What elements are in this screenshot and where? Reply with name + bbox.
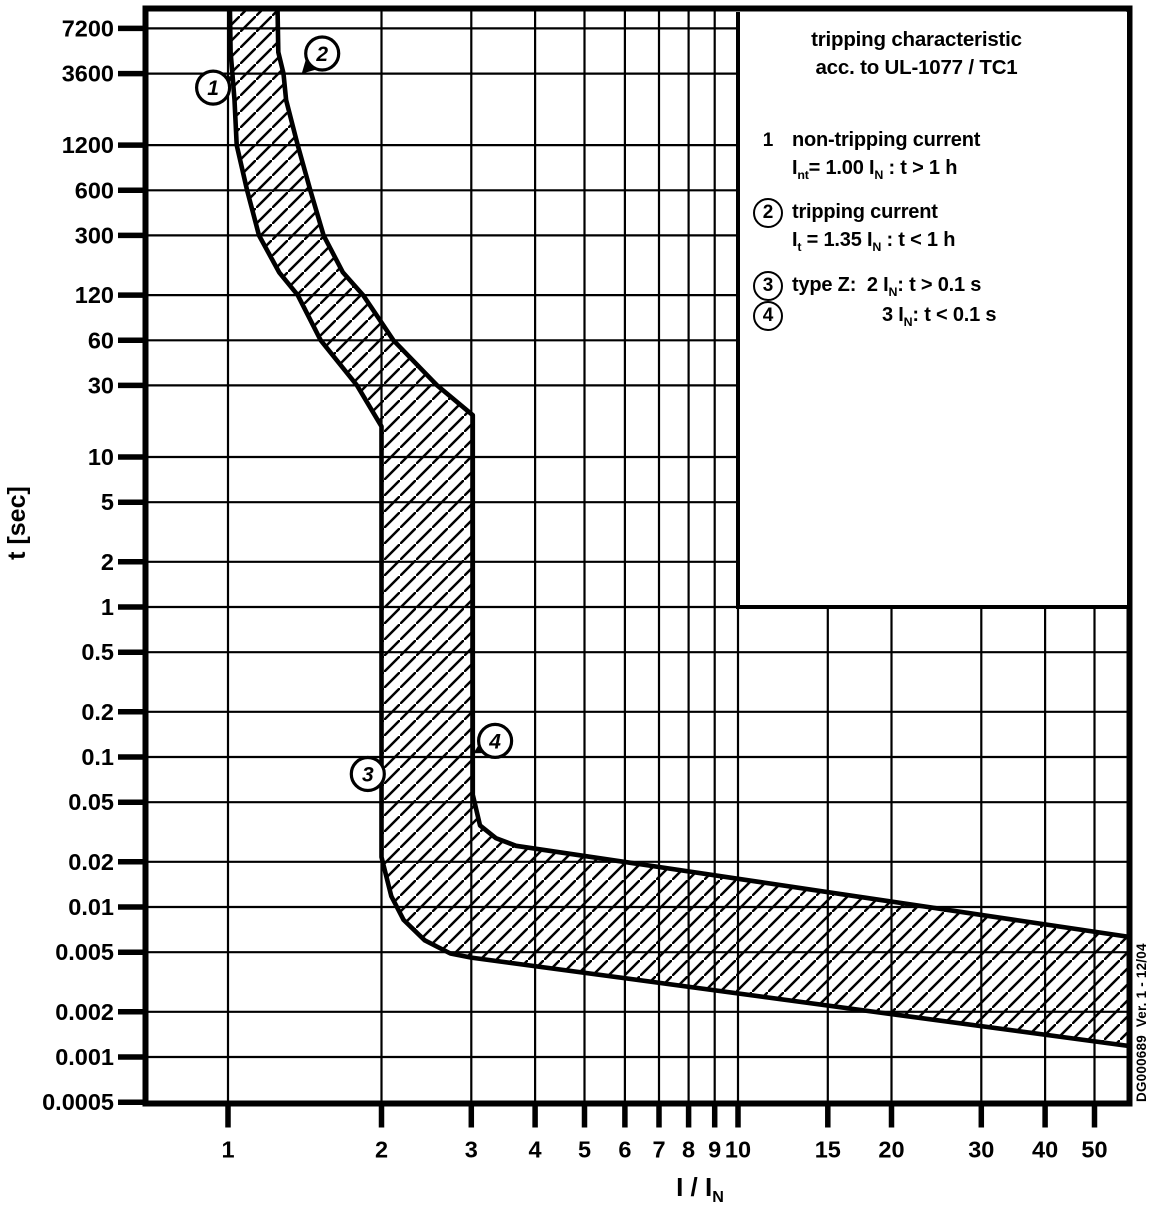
y-tick-label: 30: [88, 372, 114, 398]
legend-item-4-number: 4: [753, 301, 783, 331]
legend-item-2-line1: tripping current: [792, 201, 938, 223]
legend-item-4-line1: 3 IN: t < 0.1 s: [882, 304, 997, 329]
y-tick-label: 1200: [62, 132, 114, 158]
legend-item-2-number: 2: [753, 198, 783, 228]
legend-item-1: 1 non-tripping current Int= 1.00 IN : t …: [753, 126, 981, 182]
legend-item-1-line2: Int= 1.00 IN : t > 1 h: [792, 157, 958, 182]
y-tick-label: 120: [75, 282, 114, 308]
x-tick-label: 20: [878, 1137, 904, 1163]
y-tick-label: 0.01: [68, 894, 114, 920]
legend-title: tripping characteristic acc. to UL-1077 …: [740, 26, 1127, 82]
y-tick-label: 0.005: [55, 939, 114, 965]
x-tick-label: 40: [1032, 1137, 1058, 1163]
y-tick-label: 60: [88, 327, 114, 353]
y-tick-label: 0.02: [68, 849, 114, 875]
legend-title-line2: acc. to UL-1077 / TC1: [815, 56, 1018, 79]
legend-item-3: 3 type Z: 2 IN: t > 0.1 s: [753, 271, 981, 301]
legend-title-line1: tripping characteristic: [811, 28, 1022, 51]
y-axis-title: t [sec]: [3, 486, 31, 560]
x-tick-label: 30: [968, 1137, 994, 1163]
x-tick-label: 1: [221, 1137, 234, 1163]
legend-box: tripping characteristic acc. to UL-1077 …: [736, 12, 1127, 609]
x-tick-label: 3: [465, 1137, 478, 1163]
legend-item-2: 2 tripping current It = 1.35 IN : t < 1 …: [753, 198, 955, 254]
x-tick-label: 8: [682, 1137, 695, 1163]
y-tick-label: 3600: [62, 61, 114, 87]
annotation-circle-3: [349, 755, 386, 793]
legend-item-3-line1: type Z: 2 IN: t > 0.1 s: [792, 274, 982, 299]
x-tick-label: 5: [578, 1137, 591, 1163]
y-tick-label: 0.1: [81, 744, 114, 770]
annotation-circle-1: [195, 69, 232, 106]
legend-item-3-number: 3: [753, 271, 783, 301]
x-tick-label: 9: [708, 1137, 721, 1163]
annotation-number-1: 1: [207, 77, 219, 100]
y-tick-label: 0.001: [55, 1044, 114, 1070]
y-tick-label: 1: [101, 594, 114, 620]
legend-item-4: 4 3 IN: t < 0.1 s: [753, 301, 997, 331]
y-tick-label: 0.05: [68, 789, 114, 815]
plot-frame: [142, 5, 1133, 1107]
y-tick-label: 5: [101, 489, 114, 515]
annotation-number-3: 3: [362, 764, 374, 787]
tripping-tolerance-band: [229, 8, 1130, 1047]
annotation-number-2: 2: [315, 43, 328, 66]
annotation-number-4: 4: [488, 730, 501, 753]
y-tick-label: 7200: [62, 15, 114, 41]
y-tick-label: 2: [101, 549, 114, 575]
x-tick-label: 2: [375, 1137, 388, 1163]
annotation-circle-2: [304, 35, 341, 72]
x-tick-label: 15: [815, 1137, 841, 1163]
curve-1-non-tripping: [227, 8, 1130, 1049]
curve-2-tripping: [275, 8, 1130, 940]
x-axis-title: I / IN: [676, 1172, 724, 1207]
legend-item-1-number: 1: [762, 130, 774, 151]
legend-item-1-line1: non-tripping current: [792, 129, 981, 151]
x-tick-label: 7: [652, 1137, 665, 1163]
x-tick-label: 10: [725, 1137, 751, 1163]
x-tick-label: 50: [1081, 1137, 1107, 1163]
y-tick-label: 300: [75, 222, 114, 248]
y-tick-label: 0.0005: [42, 1089, 114, 1115]
y-tick-label: 10: [88, 444, 114, 470]
x-tick-label: 6: [618, 1137, 631, 1163]
y-tick-label: 600: [75, 177, 114, 203]
y-tick-label: 0.5: [81, 639, 114, 665]
doc-number-note: DG000689 Ver. 1 - 12/04: [1134, 943, 1149, 1102]
x-tick-label: 4: [529, 1137, 542, 1163]
annotation-circle-4: [477, 722, 514, 760]
y-tick-label: 0.002: [55, 999, 114, 1025]
y-tick-label: 0.2: [81, 699, 114, 725]
legend-item-2-line2: It = 1.35 IN : t < 1 h: [792, 229, 956, 254]
